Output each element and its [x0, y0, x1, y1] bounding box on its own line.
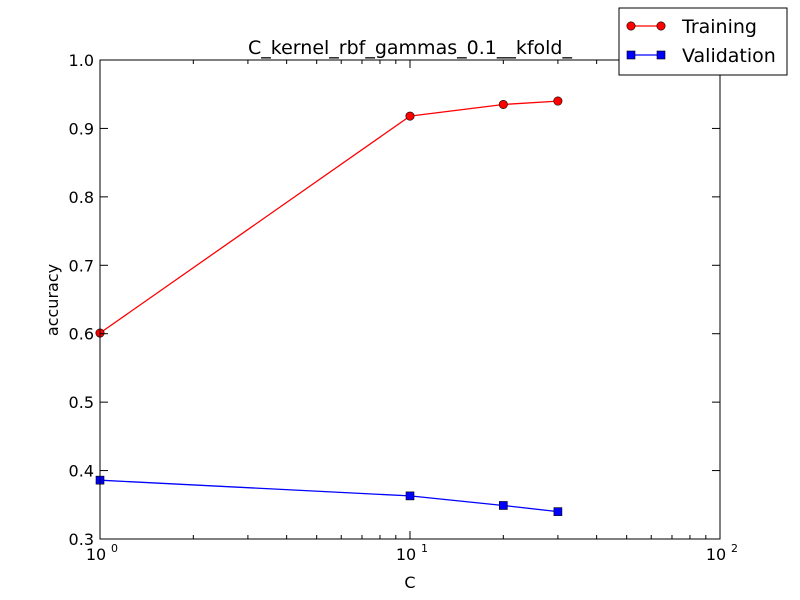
y-tick-label: 0.6	[69, 325, 94, 344]
y-tick-label: 1.0	[69, 51, 94, 70]
y-tick-label: 0.9	[69, 119, 94, 138]
data-point-validation	[499, 501, 508, 510]
legend: Training Validation	[618, 7, 788, 76]
legend-label-training: Training	[681, 16, 757, 38]
y-tick-label: 0.4	[69, 462, 94, 481]
legend-label-validation: Validation	[682, 45, 776, 67]
y-tick-label: 0.7	[69, 256, 94, 275]
series-line-training	[99, 100, 558, 334]
legend-marker-validation	[656, 50, 666, 60]
x-axis-label: C	[404, 573, 415, 592]
data-point-training	[498, 99, 508, 109]
series-line-validation	[99, 479, 558, 513]
x-tick-label-exponent: 2	[731, 542, 738, 555]
plot-area	[95, 96, 563, 516]
x-tick-label: 10	[86, 545, 106, 564]
x-tick-label: 10	[396, 545, 416, 564]
legend-marker-training	[626, 21, 636, 31]
x-tick-label-exponent: 1	[421, 542, 428, 555]
y-tick-label: 0.8	[69, 188, 94, 207]
chart-title: C_kernel_rbf_gammas_0.1__kfold_	[248, 37, 572, 59]
y-axis-label: accuracy	[43, 264, 62, 336]
data-point-validation	[405, 491, 415, 501]
data-point-validation	[553, 507, 563, 516]
y-tick-label: 0.5	[69, 393, 94, 412]
legend-marker-validation	[626, 50, 636, 60]
y-tick-label: 0.3	[69, 530, 94, 549]
y-axis: 0.3 0.4 0.5 0.6 0.7 0.8 0.9 1.0	[69, 51, 720, 549]
x-axis: 10 0 10 1 10 2	[86, 60, 738, 564]
axes-frame	[99, 59, 721, 540]
data-point-training	[553, 96, 563, 106]
legend-marker-training	[656, 21, 666, 31]
legend-box	[618, 7, 788, 76]
data-point-training	[405, 111, 415, 121]
x-tick-label-exponent: 0	[111, 542, 118, 555]
x-tick-label: 10	[706, 545, 726, 564]
